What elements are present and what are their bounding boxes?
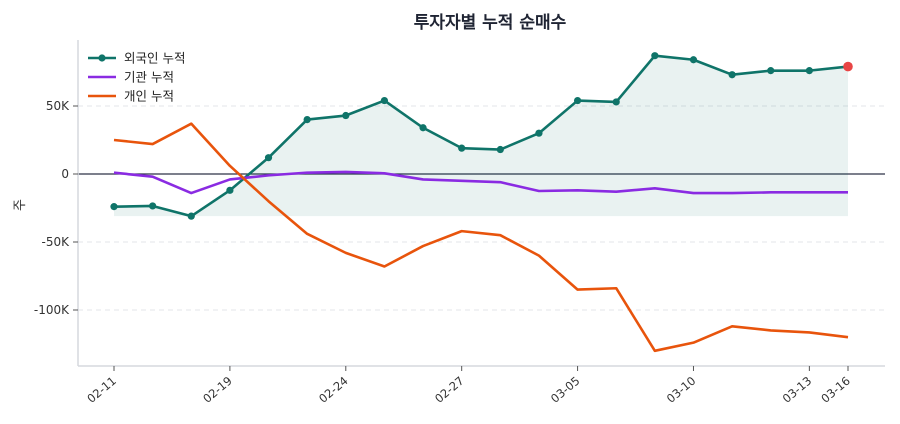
y-axis-label: 주 [13, 199, 28, 211]
area-fill-foreign [114, 55, 848, 217]
data-point [187, 212, 195, 220]
data-point [573, 96, 582, 105]
data-point [303, 116, 311, 124]
data-point [651, 52, 659, 60]
x-tick-label: 02-27 [432, 374, 467, 406]
data-point [458, 144, 466, 152]
legend-label: 외국인 누적 [124, 51, 185, 66]
legend-label: 기관 누적 [124, 70, 174, 85]
data-point [226, 186, 234, 194]
chart-title: 투자자별 누적 순매수 [414, 13, 567, 33]
x-tick-label: 02-19 [200, 374, 235, 406]
y-tick-label: -50K [42, 235, 71, 249]
data-point [380, 96, 389, 105]
data-point [728, 71, 736, 79]
data-point [496, 145, 504, 154]
data-point [110, 203, 118, 211]
x-tick-label: 02-11 [84, 374, 119, 406]
data-point [805, 67, 813, 75]
last-point-marker [843, 61, 853, 72]
series-line-0 [113, 54, 849, 218]
data-point [689, 56, 698, 64]
data-point [612, 98, 620, 106]
x-tick-label: 03-13 [780, 374, 815, 406]
data-point [419, 124, 427, 132]
y-tick-label: -100K [34, 303, 70, 317]
data-point [149, 202, 157, 210]
data-point [767, 67, 775, 75]
y-tick-label: 50K [46, 99, 70, 113]
series-line-2 [113, 122, 849, 353]
x-tick-label: 02-24 [316, 374, 351, 406]
x-tick-label: 03-16 [818, 374, 853, 406]
x-tick-label: 03-05 [548, 374, 583, 406]
data-point [535, 129, 543, 137]
legend-marker [98, 54, 106, 62]
data-point [264, 154, 273, 162]
series-line-1 [113, 170, 848, 195]
y-tick-label: 0 [61, 167, 69, 181]
data-point [342, 111, 350, 120]
legend-label: 개인 누적 [124, 89, 174, 104]
x-tick-label: 03-10 [664, 374, 699, 406]
